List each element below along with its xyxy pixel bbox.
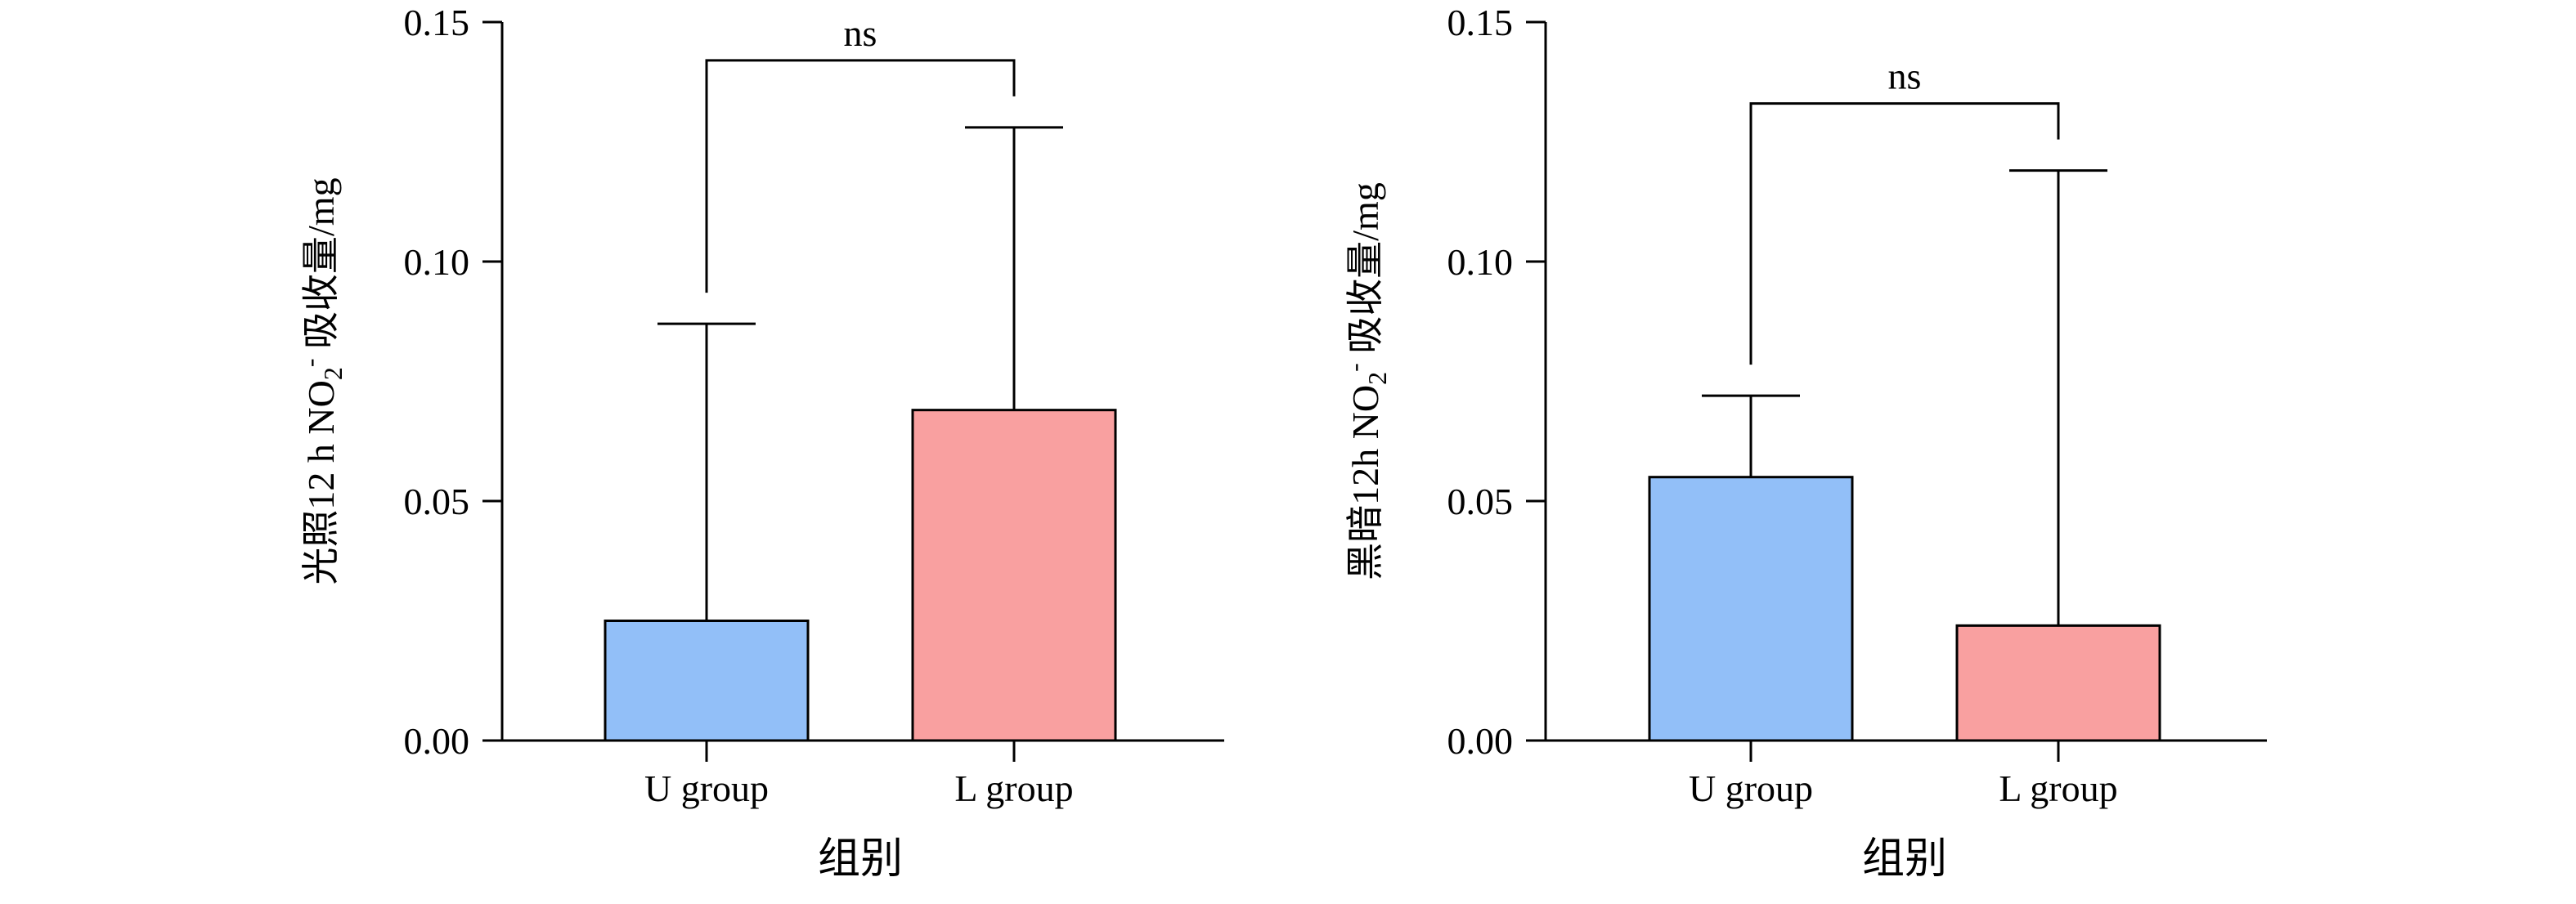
x-tick-label: U group	[644, 768, 769, 809]
x-tick-label: L group	[1999, 768, 2117, 809]
bar-l-group	[911, 409, 1117, 742]
y-tick-label: 0.00	[1447, 720, 1514, 762]
x-axis-label: 组别	[1862, 836, 1947, 883]
significance-bracket	[1749, 102, 2060, 365]
y-axis-label: 黑暗12h NO2- 吸收量/mg	[1340, 182, 1392, 580]
significance-bracket	[705, 59, 1016, 293]
y-tick-label: 0.00	[404, 720, 470, 762]
x-tick-label: U group	[1689, 768, 1813, 809]
chart-panel-2: 0.00 0.05 0.10 0.15 U group L group ns 黑暗12h NO…	[1340, 2, 2267, 883]
y-tick-label: 0.10	[404, 241, 470, 283]
x-axis-label: 组别	[818, 836, 903, 883]
y-tick-label: 0.15	[1447, 2, 1514, 43]
significance-label: ns	[844, 12, 877, 54]
y-axis-label: 光照12 h NO2- 吸收量/mg	[295, 177, 348, 584]
x-tick-label: L group	[954, 768, 1073, 809]
y-tick-label: 0.05	[1447, 481, 1514, 522]
y-tick-label: 0.05	[404, 481, 470, 522]
bar-l-group	[1955, 624, 2161, 742]
chart-panel-1: 0.00 0.05 0.10 0.15 U group L group ns 光照12 h N…	[295, 2, 1224, 883]
y-tick-label: 0.15	[404, 2, 470, 43]
significance-label: ns	[1888, 56, 1922, 97]
bar-u-group	[1648, 476, 1854, 742]
y-tick-label: 0.10	[1447, 241, 1514, 283]
bar-u-group	[604, 620, 810, 742]
